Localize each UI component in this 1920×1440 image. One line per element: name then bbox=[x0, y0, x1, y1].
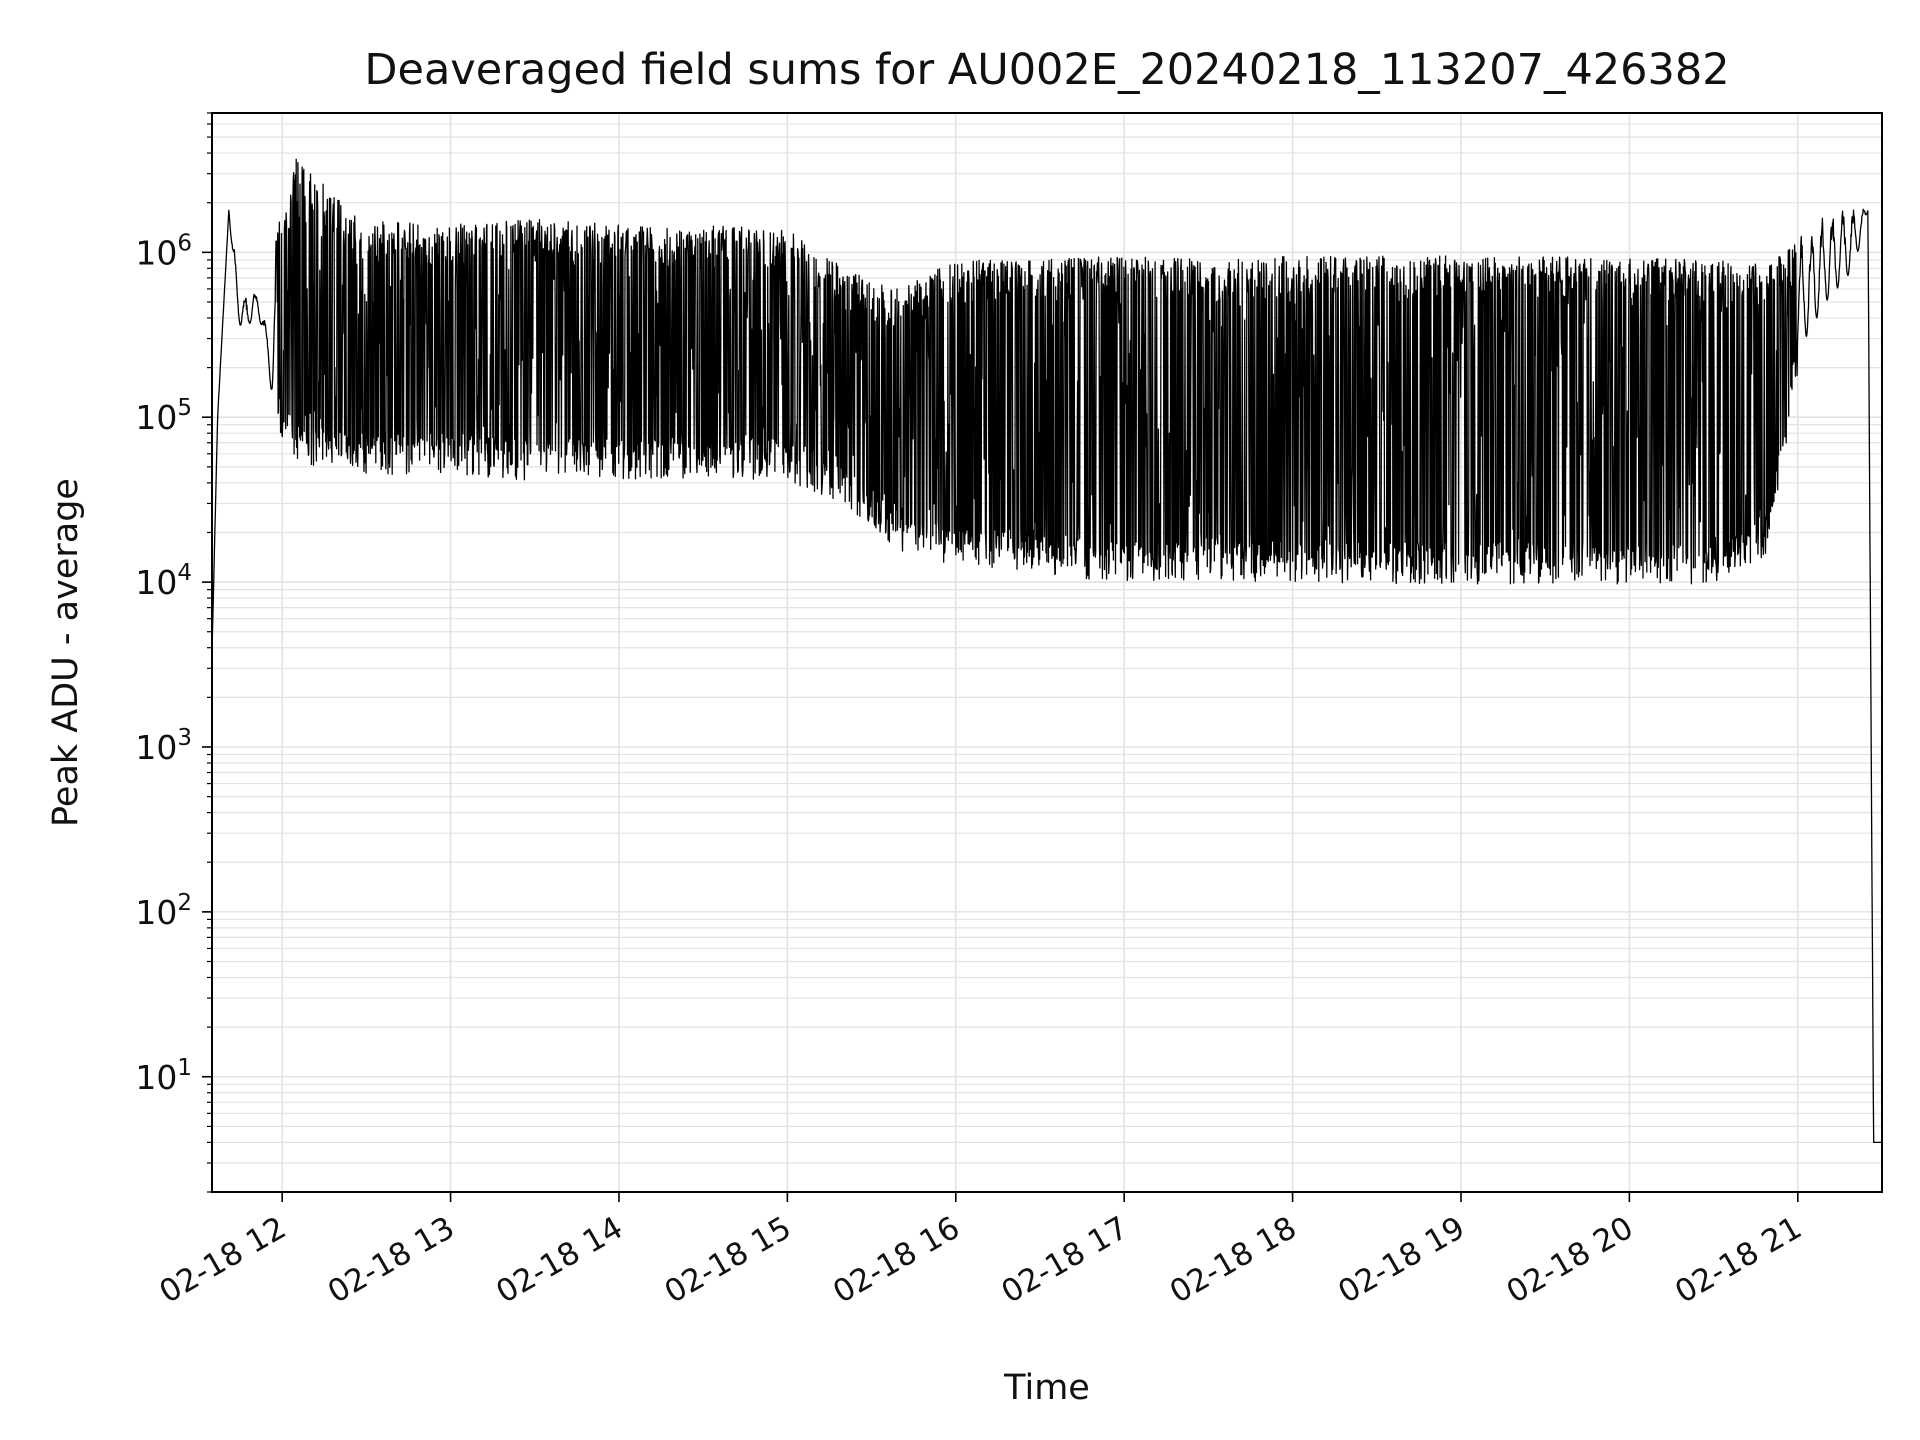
x-tick-label: 02-18 21 bbox=[1669, 1210, 1808, 1311]
y-tick-label: 105 bbox=[135, 395, 192, 437]
y-tick-label: 104 bbox=[135, 560, 192, 602]
y-tick-base: 10 bbox=[135, 1058, 177, 1097]
y-tick-base: 10 bbox=[135, 398, 177, 437]
y-axis-label: Peak ADU - average bbox=[46, 478, 86, 827]
y-tick-base: 10 bbox=[135, 893, 177, 932]
y-tick-exponent: 1 bbox=[177, 1055, 192, 1081]
y-tick-exponent: 6 bbox=[177, 230, 192, 256]
y-tick-label: 102 bbox=[135, 890, 192, 932]
x-tick-label: 02-18 18 bbox=[1164, 1210, 1303, 1311]
y-tick-label: 103 bbox=[135, 725, 192, 767]
y-tick-label: 101 bbox=[135, 1055, 192, 1097]
y-tick-base: 10 bbox=[135, 563, 177, 602]
x-tick-label: 02-18 15 bbox=[659, 1210, 798, 1311]
plot-frame bbox=[211, 112, 1883, 1193]
x-tick-label: 02-18 17 bbox=[995, 1210, 1134, 1311]
y-tick-exponent: 4 bbox=[177, 560, 192, 586]
x-tick-label: 02-18 14 bbox=[490, 1210, 629, 1311]
x-tick-label: 02-18 16 bbox=[827, 1210, 966, 1311]
y-tick-exponent: 3 bbox=[177, 725, 192, 751]
chart-title: Deaveraged field sums for AU002E_2024021… bbox=[364, 45, 1729, 95]
y-tick-base: 10 bbox=[135, 233, 177, 272]
y-tick-label: 106 bbox=[135, 230, 192, 272]
series-line bbox=[211, 158, 1882, 1144]
x-tick-label: 02-18 13 bbox=[322, 1210, 461, 1311]
x-tick-label: 02-18 20 bbox=[1501, 1210, 1640, 1311]
x-tick-label: 02-18 19 bbox=[1332, 1210, 1471, 1311]
y-tick-exponent: 2 bbox=[177, 890, 192, 916]
y-tick-exponent: 5 bbox=[177, 395, 192, 421]
series-layer bbox=[211, 158, 1882, 1144]
x-axis-label: Time bbox=[1003, 1368, 1090, 1408]
y-tick-base: 10 bbox=[135, 728, 177, 767]
x-tick-label: 02-18 12 bbox=[153, 1210, 292, 1311]
